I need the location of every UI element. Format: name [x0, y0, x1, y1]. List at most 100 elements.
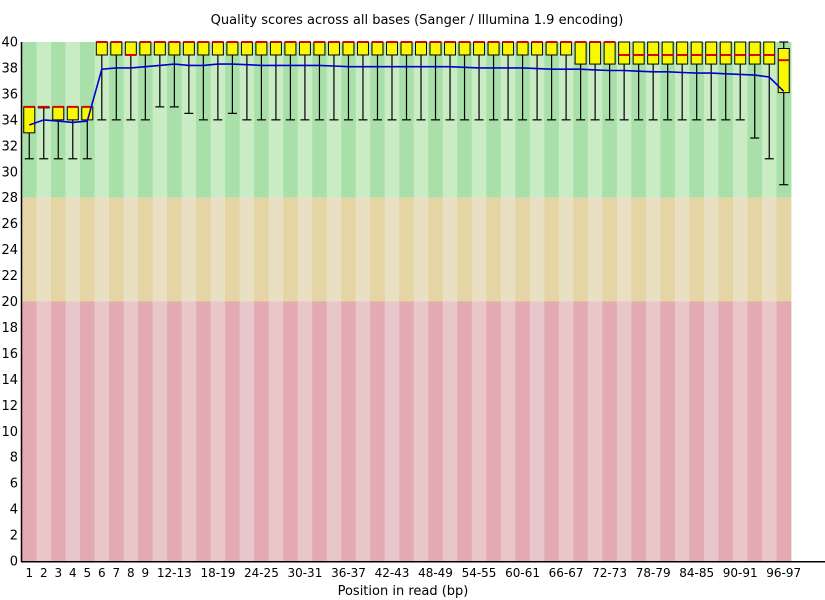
y-tick-label: 22	[1, 269, 18, 284]
y-tick-label: 8	[10, 451, 18, 466]
quality-zone-stripe-poor	[486, 301, 502, 561]
quartile-box	[415, 41, 428, 56]
quality-zone-stripe-medium	[51, 197, 66, 302]
quality-zone-stripe-medium	[413, 197, 429, 302]
quartile-box	[429, 41, 442, 56]
quality-zone-stripe-poor	[674, 301, 690, 561]
quality-zone-stripe-medium	[225, 197, 241, 302]
y-tick-label: 24	[1, 243, 18, 258]
quality-zone-stripe-poor	[573, 301, 589, 561]
x-tick-label: 9	[141, 566, 149, 580]
quality-zone-stripe-medium	[80, 197, 95, 302]
quality-zone-stripe-poor	[660, 301, 676, 561]
x-tick-label: 36-37	[331, 566, 366, 580]
quartile-box	[444, 41, 457, 56]
quality-zone-stripe-medium	[22, 197, 37, 302]
quality-zone-stripe-poor	[370, 301, 386, 561]
y-tick-label: 32	[1, 139, 18, 154]
quartile-box	[632, 41, 645, 65]
quality-zone-stripe-medium	[109, 197, 124, 302]
quality-zone-stripe-medium	[515, 197, 531, 302]
quality-zone-stripe-poor	[326, 301, 342, 561]
quartile-box	[284, 41, 297, 56]
quality-zone-stripe-good	[167, 42, 182, 198]
quartile-box	[531, 41, 544, 56]
quality-zone-stripe-poor	[123, 301, 139, 561]
y-tick-label: 26	[1, 217, 18, 232]
x-tick-label: 78-79	[636, 566, 671, 580]
quality-zone-stripe-poor	[645, 301, 661, 561]
y-tick-label: 40	[1, 36, 18, 51]
quality-zone-stripe-medium	[239, 197, 255, 302]
quality-zone-stripe-poor	[341, 301, 357, 561]
quartile-box	[516, 41, 529, 56]
quality-zone-stripe-medium	[297, 197, 313, 302]
x-tick-label: 66-67	[549, 566, 584, 580]
x-tick-label: 2	[40, 566, 48, 580]
quality-zone-stripe-poor	[529, 301, 545, 561]
quality-zone-stripe-poor	[587, 301, 603, 561]
quality-zone-stripe-poor	[80, 301, 95, 561]
quartile-box	[269, 41, 282, 56]
quartile-box	[719, 41, 732, 65]
y-tick-label: 30	[1, 165, 18, 180]
quartile-box	[763, 41, 776, 65]
y-tick-label: 20	[1, 295, 18, 310]
quality-zone-stripe-poor	[384, 301, 400, 561]
quartile-box	[226, 41, 239, 56]
quality-zone-stripe-medium	[384, 197, 400, 302]
quartile-box	[661, 41, 674, 65]
quality-zone-stripe-medium	[689, 197, 705, 302]
mean-quality-line	[29, 63, 785, 126]
quality-zone-stripe-poor	[109, 301, 124, 561]
quality-zone-stripe-poor	[761, 301, 777, 561]
x-tick-label: 30-31	[287, 566, 322, 580]
quality-zone-stripe-medium	[123, 197, 139, 302]
quality-zone-stripe-medium	[747, 197, 763, 302]
quartile-box	[777, 47, 790, 94]
quartile-box	[473, 41, 486, 56]
y-tick-label: 12	[1, 399, 18, 414]
quality-zone-stripe-medium	[283, 197, 299, 302]
y-tick-label: 10	[1, 425, 18, 440]
x-tick-label: 6	[98, 566, 106, 580]
quality-zone-stripe-poor	[747, 301, 763, 561]
quality-zone-stripe-poor	[399, 301, 415, 561]
quality-zone-stripe-poor	[558, 301, 574, 561]
quartile-box	[327, 41, 340, 56]
quality-zone-stripe-medium	[558, 197, 574, 302]
quality-zone-stripe-medium	[181, 197, 197, 302]
x-tick-label: 72-73	[592, 566, 627, 580]
quartile-box	[545, 41, 558, 56]
x-tick-label: 4	[69, 566, 77, 580]
quartile-box	[313, 41, 326, 56]
y-tick-label: 14	[1, 373, 18, 388]
quartile-box	[400, 41, 413, 56]
quality-zone-stripe-medium	[761, 197, 777, 302]
quartile-box	[153, 41, 166, 56]
y-tick-label: 0	[10, 555, 18, 570]
quality-zone-stripe-medium	[326, 197, 342, 302]
quality-zone-stripe-poor	[355, 301, 371, 561]
quality-zone-stripe-medium	[370, 197, 386, 302]
quality-zone-stripe-poor	[413, 301, 429, 561]
y-tick-label: 6	[10, 477, 18, 492]
quality-zone-stripe-poor	[181, 301, 197, 561]
quality-zone-stripe-poor	[254, 301, 270, 561]
y-tick-label: 38	[1, 61, 18, 76]
x-tick-label: 96-97	[766, 566, 801, 580]
quartile-box	[458, 41, 471, 56]
quartile-box	[197, 41, 210, 56]
quartile-box	[589, 41, 602, 65]
quality-zone-stripe-medium	[210, 197, 226, 302]
quality-zone-stripe-medium	[718, 197, 734, 302]
x-axis-label: Position in read (bp)	[338, 584, 469, 599]
quality-zone-stripe-medium	[631, 197, 647, 302]
quality-zone-stripe-poor	[210, 301, 226, 561]
y-tick-label: 36	[1, 87, 18, 102]
quality-zone-stripe-medium	[138, 197, 153, 302]
quality-zone-stripe-medium	[486, 197, 502, 302]
quality-zone-stripe-medium	[268, 197, 284, 302]
quartile-box	[690, 41, 703, 65]
quartile-box	[603, 41, 616, 65]
